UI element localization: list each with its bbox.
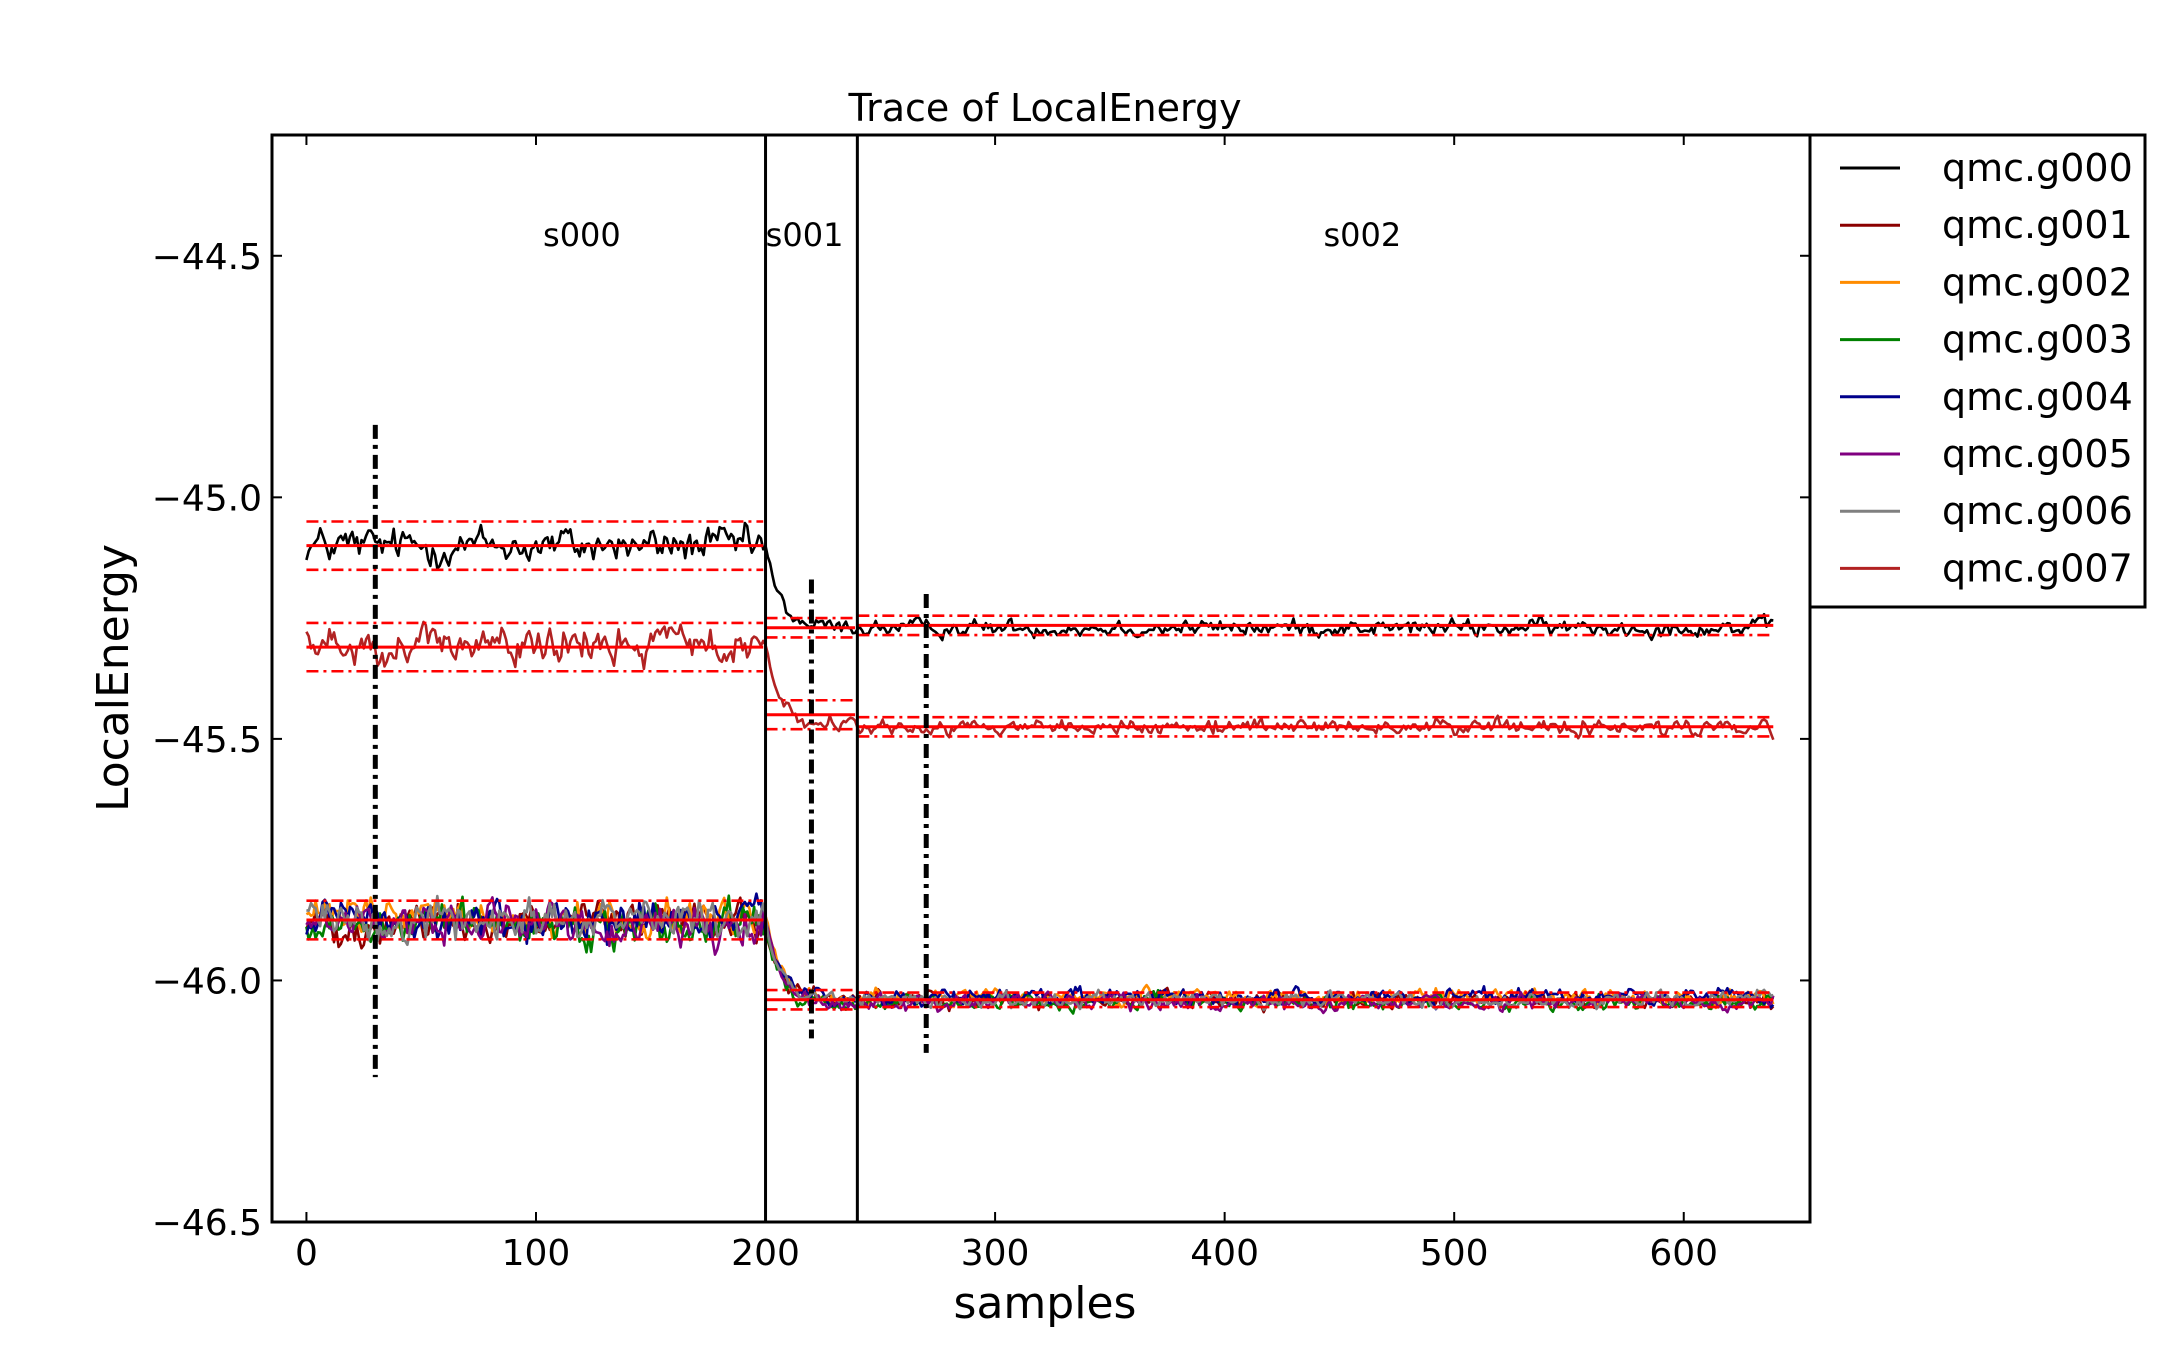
section-label: s001 <box>766 216 844 254</box>
legend-label: qmc.g007 <box>1942 546 2133 590</box>
x-tick-label: 400 <box>1190 1233 1259 1274</box>
section-boundaries: s000 s001 s002 <box>543 135 1401 1222</box>
series-line-qmc-g007 <box>305 620 1775 741</box>
x-tick-label: 100 <box>502 1233 571 1274</box>
x-tick-label: 0 <box>295 1233 318 1274</box>
y-axis-label: LocalEnergy <box>88 544 139 812</box>
legend-box <box>1808 133 2147 609</box>
legend-label: qmc.g003 <box>1942 318 2133 362</box>
legend-label: qmc.g004 <box>1942 375 2133 419</box>
section-label: s000 <box>543 216 621 254</box>
x-tick-label: 300 <box>961 1233 1030 1274</box>
y-tick-label: −46.0 <box>152 961 262 1002</box>
y-tick-label: −45.5 <box>152 720 262 761</box>
y-tick-label: −44.5 <box>152 237 262 278</box>
equilibration-markers <box>372 424 929 1078</box>
axes-frame <box>270 133 1812 1224</box>
legend-label: qmc.g001 <box>1942 203 2133 247</box>
axis-ticks: 0 100 200 300 400 500 600 −46.5 −46.0 −45.5 −45.0 −… <box>152 135 1810 1274</box>
legend-label: qmc.g006 <box>1942 489 2133 533</box>
x-axis-label: samples <box>954 1278 1137 1329</box>
y-tick-label: −46.5 <box>152 1203 262 1244</box>
legend-label: qmc.g002 <box>1942 260 2133 304</box>
y-tick-label: −45.0 <box>152 478 262 519</box>
legend-label: qmc.g005 <box>1942 432 2133 476</box>
reference-lines <box>306 520 1774 1011</box>
x-tick-label: 600 <box>1649 1233 1718 1274</box>
x-tick-label: 200 <box>731 1233 800 1274</box>
section-label: s002 <box>1323 216 1401 254</box>
chart-title: Trace of LocalEnergy <box>847 86 1241 130</box>
legend-label: qmc.g000 <box>1942 146 2133 190</box>
legend: qmc.g000 qmc.g001 qmc.g002 qmc.g003 qmc.g004… <box>1808 133 2147 609</box>
x-tick-label: 500 <box>1420 1233 1489 1274</box>
